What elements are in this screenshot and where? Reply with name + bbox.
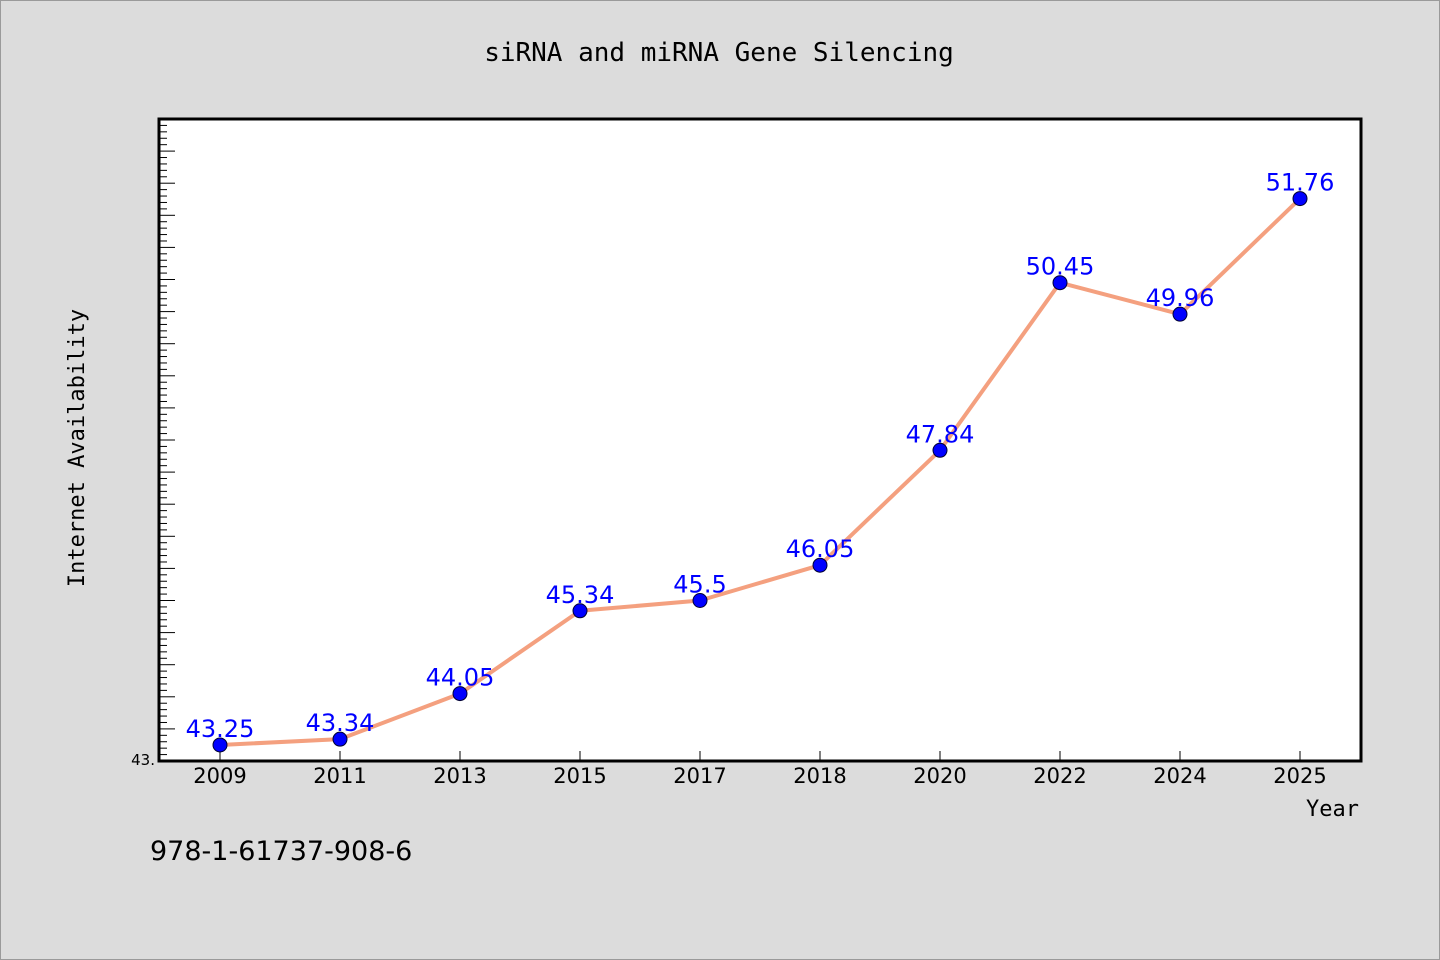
data-label: 51.76 xyxy=(1266,169,1335,197)
x-tick-label: 2009 xyxy=(193,764,246,788)
data-point xyxy=(212,737,228,753)
plot-area xyxy=(157,117,1363,763)
x-tick-label: 2011 xyxy=(313,764,366,788)
x-tick-label: 2013 xyxy=(433,764,486,788)
y-axis-min-label: 43. xyxy=(131,751,155,769)
data-label: 47.84 xyxy=(906,420,975,448)
x-tick-label: 2017 xyxy=(673,764,726,788)
data-point xyxy=(812,557,828,573)
y-axis-label: Internet Availability xyxy=(65,309,90,587)
data-point xyxy=(332,731,348,747)
data-point xyxy=(1292,191,1308,207)
data-label: 43.34 xyxy=(306,709,375,737)
chart-title: siRNA and miRNA Gene Silencing xyxy=(484,38,954,68)
x-axis-label: Year xyxy=(1306,797,1359,822)
series-line xyxy=(219,197,1302,747)
x-tick-label: 2018 xyxy=(793,764,846,788)
data-point xyxy=(1052,275,1068,291)
data-point xyxy=(692,593,708,608)
data-label: 50.45 xyxy=(1026,253,1095,281)
series-layer xyxy=(212,191,1308,753)
data-label: 45.5 xyxy=(673,571,726,599)
x-tick-label: 2020 xyxy=(913,764,966,788)
data-label: 49.96 xyxy=(1146,284,1215,312)
isbn-text: 978-1-61737-908-6 xyxy=(150,836,413,867)
data-label: 46.05 xyxy=(786,535,855,563)
data-label: 43.25 xyxy=(186,715,255,743)
y-axis-ticks xyxy=(159,118,175,762)
data-point xyxy=(452,686,468,702)
data-label: 44.05 xyxy=(426,664,495,692)
data-labels: 43.25 43.34 44.05 45.34 45.5 46.05 47.84 50.45 4… xyxy=(186,169,1335,743)
x-tick-label: 2015 xyxy=(553,764,606,788)
x-axis-ticks: 2009 2011 2013 2015 2017 2018 2020 2022 2024 2025 xyxy=(193,751,1327,788)
x-tick-label: 2024 xyxy=(1153,764,1206,788)
x-tick-label: 2022 xyxy=(1033,764,1086,788)
x-tick-label: 2025 xyxy=(1273,764,1326,788)
data-point xyxy=(1172,306,1188,322)
data-point xyxy=(572,603,588,619)
data-point xyxy=(932,442,948,458)
data-label: 45.34 xyxy=(546,581,615,609)
